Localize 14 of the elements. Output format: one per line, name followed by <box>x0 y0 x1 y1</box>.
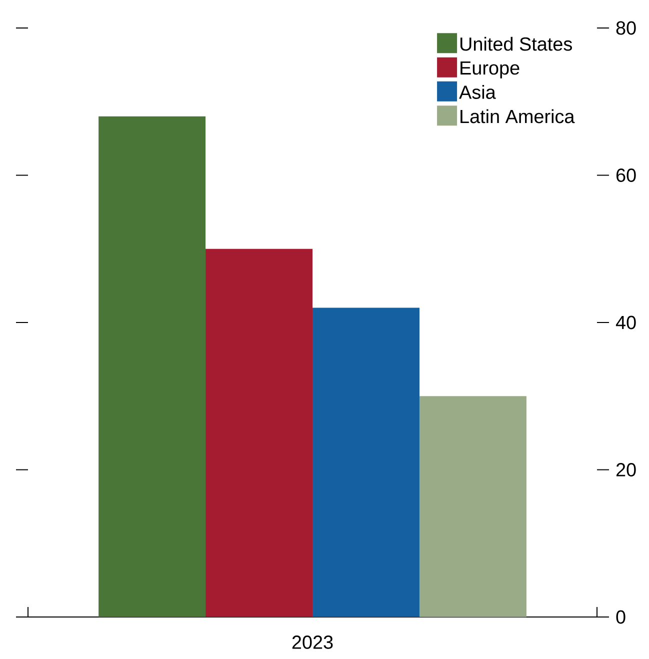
y-tick-label: 20 <box>616 463 636 476</box>
y-tick-label: 40 <box>616 316 636 330</box>
legend-label: United States <box>460 36 572 51</box>
bar <box>98 116 206 617</box>
legend-label: Europe <box>460 61 520 78</box>
bar <box>312 308 420 617</box>
legend-label: Latin America <box>460 109 575 124</box>
y-tick-label: 0 <box>616 610 626 624</box>
legend-label: Asia <box>459 85 496 99</box>
y-tick-label: 80 <box>616 21 636 35</box>
bar <box>419 396 526 617</box>
x-tick-label: 2023 <box>292 636 333 649</box>
bar <box>206 248 313 617</box>
y-tick-label: 60 <box>616 168 636 182</box>
